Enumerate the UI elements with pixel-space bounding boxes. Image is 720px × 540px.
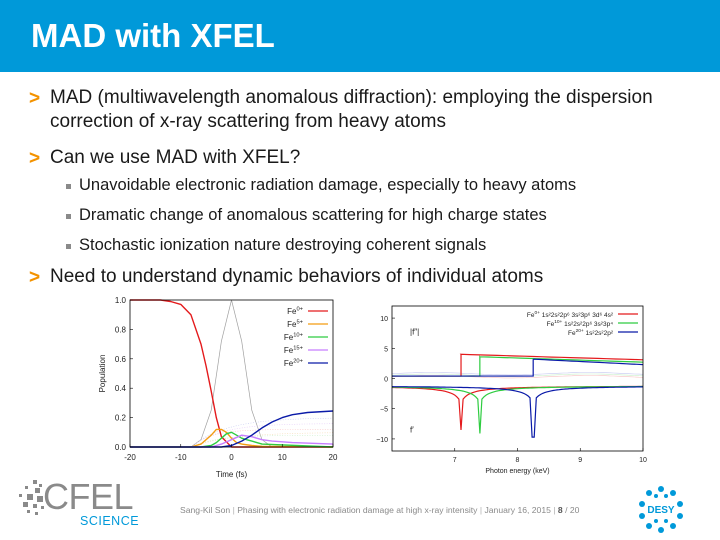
bullet-marker: > [29,267,41,288]
sub-bullet-3: Stochastic ionization nature destroying … [79,236,487,254]
desy-wordmark: DESY [647,505,675,516]
cfel-logo [15,478,145,534]
background-trace [190,423,333,448]
x-axis-label: Photon energy (keV) [485,468,549,475]
background-trace [190,417,334,448]
x-tick-label: -20 [124,453,136,462]
legend-label: Fe0+ [287,306,304,316]
series-line-fe20plus [130,410,334,448]
legend-label: Fe10+ 1s²2s²2p⁶ 3s²3p⁴ [547,319,614,328]
footer-separator: | [479,505,483,515]
f-double-prime-line [392,353,644,377]
y-tick-label: 1.0 [115,296,127,305]
x-tick-label: 10 [639,457,647,464]
background-trace [391,372,644,376]
footer-page-number: 8 [557,505,563,515]
y-tick-label: 0.2 [115,414,127,423]
y-tick-label: −5 [380,407,388,414]
desy-logo: DESY [639,486,683,533]
x-tick-label: 20 [329,453,338,462]
cfel-science-label: SCIENCE [80,514,140,528]
footer-author: Sang-Kil Son [180,505,231,515]
x-tick-label: 8 [516,457,520,464]
bullet-1-line-1: MAD (multiwavelength anomalous diffracti… [50,87,653,108]
y-tick-label: 0.0 [115,443,127,452]
legend-label: Fe20+ 1s²2s²2p² [568,328,614,337]
series-line-fe5plus [130,428,334,448]
x-axis-label: Time (fs) [216,470,248,479]
y-tick-label: 5 [384,346,388,353]
f-double-prime-line [392,358,644,377]
x-tick-label: 0 [229,453,234,462]
sub-bullet-2: Dramatic change of anomalous scattering … [79,206,547,224]
sub-bullet-marker [66,244,71,249]
title-bar: MAD with XFEL [0,0,720,72]
cfel-dots-icon [19,480,44,515]
bullet-2: Can we use MAD with XFEL? [50,147,301,168]
f-double-prime-line [392,355,644,377]
legend-label: Fe5+ [287,319,304,329]
series-line-fe15plus [130,434,334,448]
sub-bullet-marker [66,184,71,189]
y-tick-label: −10 [376,437,388,444]
slide-title: MAD with XFEL [31,17,275,54]
y-axis-label: Population [98,355,107,393]
series-line-fe0plus [130,299,333,448]
f-prime-label: f′ [410,425,414,434]
population-chart: -20 -10 0 10 20 0.0 0.2 0.4 0.6 0.8 1.0 Time (fs) Po… [98,296,338,479]
y-tick-label: 0.4 [115,384,127,393]
sub-bullet-1: Unavoidable electronic radiation damage,… [79,176,577,194]
y-tick-label: 10 [380,316,388,323]
sub-bullet-marker [66,214,71,219]
y-tick-label: 0.6 [115,355,127,364]
footer-separator: | [232,505,235,515]
f-double-prime-label: |f″| [410,327,419,336]
legend-label: Fe0+ 1s²2s²2p⁶ 3s²3p⁶ 3d⁶ 4s² [527,310,614,319]
footer-talk-title: Phasing with electronic radiation damage… [237,505,478,515]
footer-separator: | [553,505,556,515]
f-prime-line [392,385,644,430]
cfel-wordmark: CFEL [43,476,134,517]
y-tick-label: 0.8 [115,325,127,334]
bullet-1-line-2: correction of x-ray scattering from heav… [50,111,446,132]
legend-label: Fe10+ [284,332,304,342]
bullet-marker: > [29,148,41,169]
footer-date: January 16, 2015 [484,505,551,515]
f-prime-line [391,386,643,438]
x-tick-label: -10 [175,453,187,462]
footer-page-total: / 20 [565,505,580,515]
series-line-fe10plus [130,431,334,448]
legend-label: Fe20+ [284,358,304,368]
x-tick-label: 10 [278,453,287,462]
footer: Sang-Kil Son | Phasing with electronic r… [180,505,579,515]
legend-label: Fe15+ [284,345,304,355]
f-prime-line [391,385,643,434]
x-tick-label: 9 [578,457,582,464]
x-tick-label: 7 [453,457,457,464]
bullet-3: Need to understand dynamic behaviors of … [50,266,544,287]
bullet-marker: > [29,88,41,109]
y-tick-label: 0 [384,377,388,384]
